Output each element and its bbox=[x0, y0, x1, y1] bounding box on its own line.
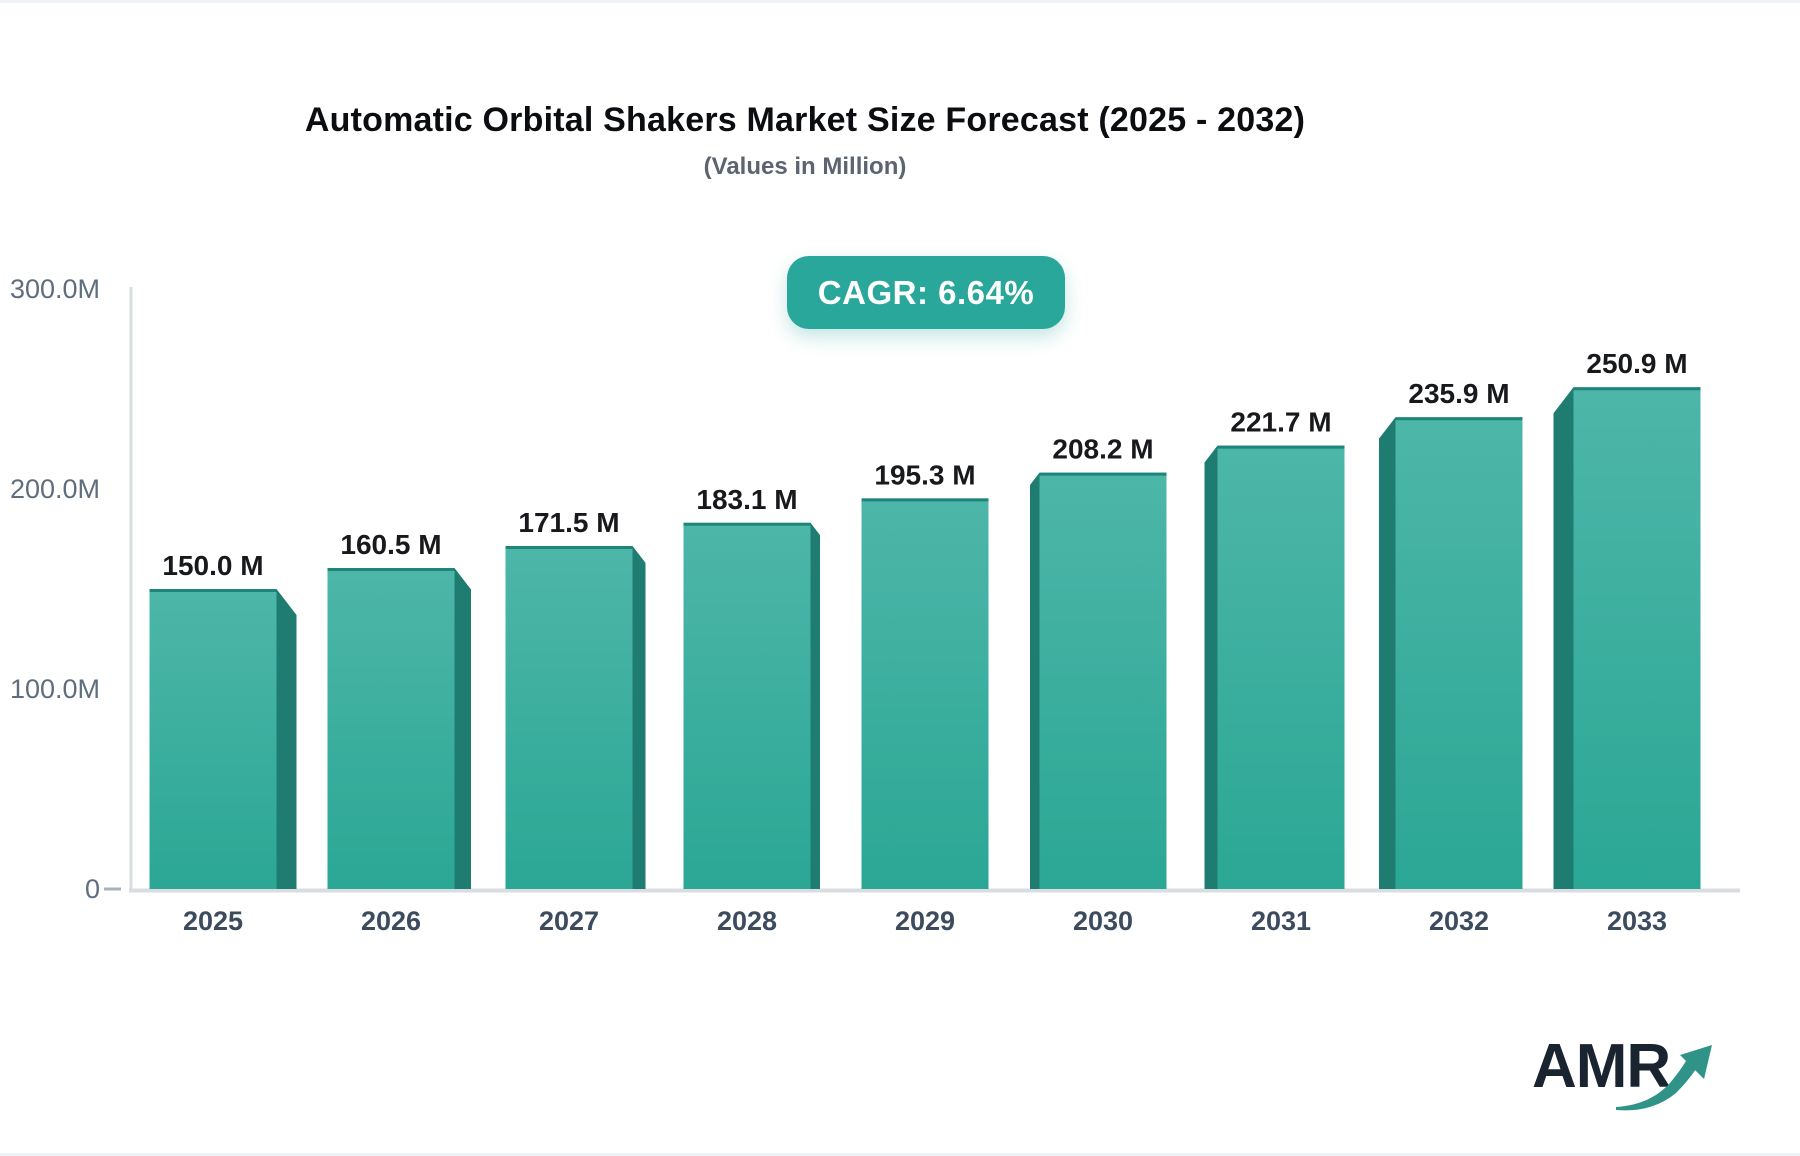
bar-side-face bbox=[1379, 417, 1396, 889]
bar-value-label: 250.9 M bbox=[1586, 348, 1687, 379]
x-tick-label: 2026 bbox=[361, 906, 421, 936]
bar-value-label: 221.7 M bbox=[1230, 407, 1331, 438]
x-tick-label: 2028 bbox=[717, 906, 777, 936]
cagr-badge-label: CAGR: 6.64% bbox=[817, 273, 1035, 311]
x-tick-label: 2031 bbox=[1251, 906, 1311, 936]
bar-value-label: 235.9 M bbox=[1408, 378, 1509, 409]
bar bbox=[1217, 445, 1345, 889]
growth-arrow-icon bbox=[1616, 1045, 1712, 1111]
bar bbox=[505, 546, 633, 889]
bar-side-face bbox=[1204, 445, 1218, 889]
bar bbox=[683, 522, 811, 889]
bar-side-face bbox=[1553, 387, 1574, 889]
amr-logo-text: AMR bbox=[1532, 1032, 1671, 1101]
bar-side-face bbox=[454, 568, 471, 889]
chart-subtitle: (Values in Million) bbox=[703, 153, 907, 180]
bar bbox=[1573, 387, 1701, 889]
bar-value-label: 150.0 M bbox=[162, 550, 263, 581]
bar-side-face bbox=[810, 522, 820, 889]
y-tick-label: 200.0M bbox=[10, 474, 100, 504]
bar-value-label: 208.2 M bbox=[1052, 434, 1153, 465]
y-tick-label: 300.0M bbox=[10, 274, 100, 304]
amr-logo: AMR bbox=[1532, 1031, 1722, 1121]
bar-side-face bbox=[632, 546, 646, 889]
y-tick-label: 0 bbox=[85, 874, 100, 904]
bar bbox=[149, 589, 277, 889]
cagr-badge: CAGR: 6.64% bbox=[787, 256, 1065, 329]
bar bbox=[1395, 417, 1523, 889]
x-tick-label: 2033 bbox=[1607, 906, 1667, 936]
bar-value-label: 195.3 M bbox=[874, 459, 975, 490]
bar-value-label: 183.1 M bbox=[696, 484, 797, 515]
bar-side-face bbox=[276, 589, 297, 889]
bar-side-face bbox=[1030, 472, 1040, 889]
bar-value-label: 160.5 M bbox=[340, 529, 441, 560]
x-tick-label: 2027 bbox=[539, 906, 599, 936]
bar bbox=[861, 498, 989, 889]
chart-title: Automatic Orbital Shakers Market Size Fo… bbox=[304, 101, 1306, 139]
x-tick-label: 2029 bbox=[895, 906, 955, 936]
bar bbox=[1039, 472, 1167, 889]
bar-value-label: 171.5 M bbox=[518, 507, 619, 538]
x-tick-label: 2025 bbox=[183, 906, 243, 936]
bar-chart: 0 100.0M 200.0M 300.0M 150.0 M 2025 160.5 M 202… bbox=[10, 274, 1740, 936]
y-tick-label: 100.0M bbox=[10, 674, 100, 704]
x-tick-label: 2032 bbox=[1429, 906, 1489, 936]
bar bbox=[327, 568, 455, 889]
x-tick-label: 2030 bbox=[1073, 906, 1133, 936]
